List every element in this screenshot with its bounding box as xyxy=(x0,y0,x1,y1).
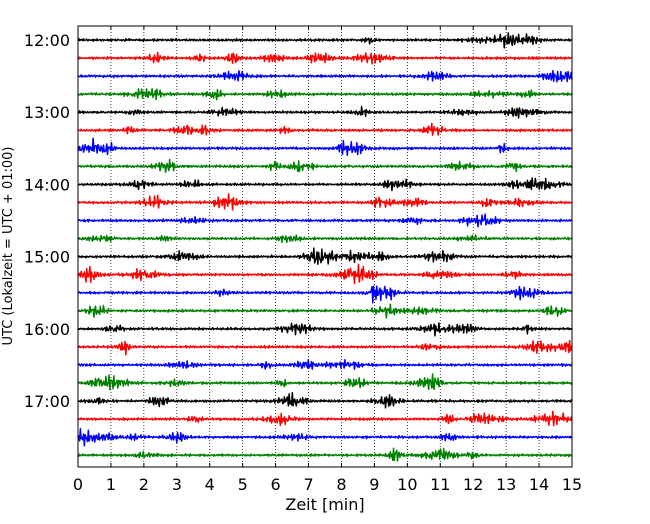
trace-line-1300 xyxy=(77,105,573,119)
trace-line-1345 xyxy=(77,158,573,174)
trace-line-1530 xyxy=(77,285,573,304)
trace-line-1445 xyxy=(77,234,573,244)
x-tick-label: 1 xyxy=(106,475,116,494)
x-tick-label: 7 xyxy=(303,475,313,494)
plot-frame xyxy=(77,25,573,468)
trace-line-1600 xyxy=(77,322,573,337)
trace-line-1400 xyxy=(77,177,573,192)
trace-line-1315 xyxy=(77,122,573,136)
trace-line-1430 xyxy=(77,213,573,228)
y-tick-label: 15:00 xyxy=(24,248,70,267)
y-tick-label: 12:00 xyxy=(24,31,70,50)
trace-line-1545 xyxy=(77,303,573,319)
x-tick-label: 0 xyxy=(73,475,83,494)
y-axis-label: UTC (Lokalzeit = UTC + 01:00) xyxy=(1,147,16,346)
x-tick-label: 3 xyxy=(172,475,182,494)
trace-line-1200 xyxy=(77,32,573,49)
x-tick-label: 8 xyxy=(336,475,346,494)
trace-line-1245 xyxy=(77,88,573,101)
trace-line-1630 xyxy=(77,359,573,370)
trace-line-1230 xyxy=(77,69,573,83)
trace-line-1645 xyxy=(77,373,573,391)
x-tick-label: 6 xyxy=(271,475,281,494)
y-tick-label: 16:00 xyxy=(24,320,70,339)
x-tick-label: 9 xyxy=(369,475,379,494)
y-tick-label: 14:00 xyxy=(24,175,70,194)
x-tick-label: 12 xyxy=(463,475,483,494)
trace-line-1215 xyxy=(77,51,573,65)
x-tick-label: 11 xyxy=(430,475,450,494)
trace-line-1500 xyxy=(77,247,573,265)
trace-series xyxy=(77,32,573,462)
x-tick-label: 4 xyxy=(205,475,215,494)
x-tick-label: 13 xyxy=(496,475,516,494)
y-tick-label: 17:00 xyxy=(24,392,70,411)
trace-line-1415 xyxy=(77,193,573,211)
x-axis-label: Zeit [min] xyxy=(285,495,364,514)
trace-line-1700 xyxy=(77,392,573,409)
trace-line-1715 xyxy=(77,410,573,427)
trace-line-1330 xyxy=(77,137,573,157)
x-tick-label: 10 xyxy=(397,475,417,494)
trace-line-1615 xyxy=(77,339,573,356)
x-tick-label: 5 xyxy=(238,475,248,494)
y-tick-label: 13:00 xyxy=(24,103,70,122)
x-tick-label: 2 xyxy=(139,475,149,494)
axes: 0 1 2 3 4 5 6 7 8 9 10 11 12 13 14 1512:0013:0014:0015:… xyxy=(24,25,582,494)
trace-line-1515 xyxy=(77,263,573,285)
trace-line-1745 xyxy=(77,447,573,462)
x-tick-label: 15 xyxy=(562,475,582,494)
trace-line-1730 xyxy=(77,428,573,447)
x-tick-label: 14 xyxy=(529,475,549,494)
